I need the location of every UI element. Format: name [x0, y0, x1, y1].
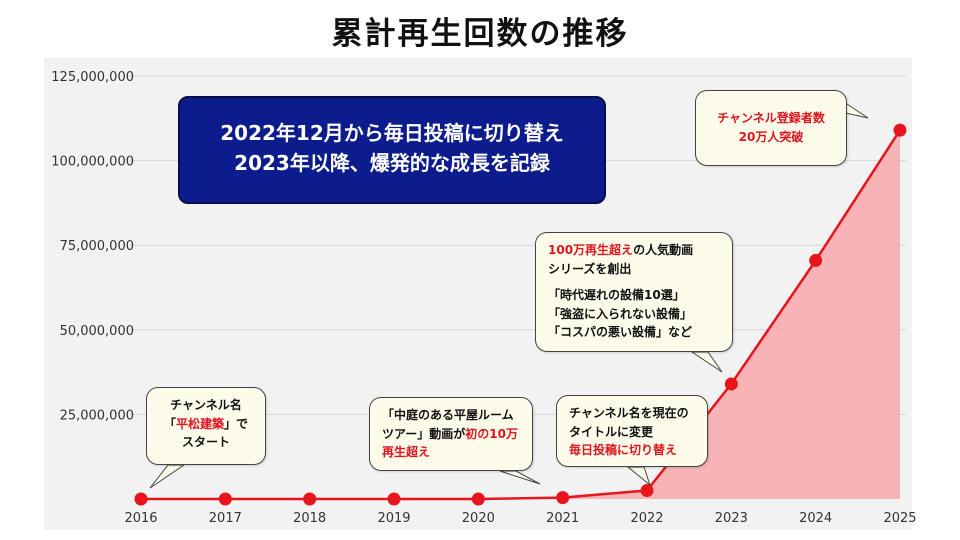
- headline-line-2: 2023年以降、爆発的な成長を記録: [234, 151, 550, 175]
- y-tick-label: 125,000,000: [51, 70, 134, 85]
- x-tick-label: 2021: [546, 511, 579, 526]
- callout-text: シリーズを創出: [548, 261, 632, 276]
- callout-text: 100万再生超えの人気動画: [548, 243, 694, 257]
- callout-text: 20万人突破: [738, 129, 804, 144]
- callout-text: 「平松建築」で: [163, 416, 249, 431]
- x-tick-label: 2023: [715, 511, 748, 526]
- callout-tail: [690, 351, 723, 373]
- point-layer: [134, 123, 907, 506]
- y-tick-label: 100,000,000: [51, 155, 134, 170]
- data-point: [724, 377, 738, 391]
- callout-text: チャンネル名: [170, 398, 242, 412]
- x-tick-label: 2020: [462, 511, 495, 526]
- x-tick-label: 2022: [630, 511, 663, 526]
- callout-room-tour: 「中庭のある平屋ルーム ツアー」動画が初の10万 再生超え: [369, 397, 533, 471]
- area-layer: [141, 130, 900, 499]
- callout-text: 「強盗に入られない設備」: [548, 306, 693, 321]
- data-point: [809, 253, 823, 267]
- callout-text: 「コスパの悪い設備」など: [548, 325, 693, 340]
- series-line: [141, 129, 902, 501]
- area-fill: [141, 130, 900, 499]
- x-tick-label: 2017: [209, 511, 242, 526]
- headline-box: 2022年12月から毎日投稿に切り替え 2023年以降、爆発的な成長を記録: [178, 96, 606, 204]
- callout-text: 「時代遅れの設備10選」: [548, 288, 685, 303]
- data-point: [387, 492, 401, 506]
- x-tick-label: 2018: [293, 511, 326, 526]
- callout-tail: [149, 464, 186, 489]
- line-layer: [141, 129, 902, 501]
- page-title: 累計再生回数の推移: [331, 16, 629, 52]
- callout-text: タイトルに変更: [569, 424, 654, 439]
- callout-text: ツアー」動画が初の10万: [382, 426, 518, 441]
- data-point: [134, 492, 148, 506]
- data-point: [471, 492, 485, 506]
- data-point: [303, 492, 317, 506]
- x-axis-ticks: 2016 2017 2018 2019 2020 2021 2022 2023 2024 2025: [124, 511, 916, 526]
- x-tick-label: 2016: [124, 511, 157, 526]
- callout-tail: [499, 470, 541, 485]
- y-axis-ticks: 25,000,000 50,000,000 75,000,000 100,000,00…: [51, 70, 134, 423]
- data-point: [556, 491, 570, 505]
- callout-text: 「中庭のある平屋ルーム: [382, 408, 514, 422]
- callout-tails: [149, 103, 869, 489]
- y-tick-label: 50,000,000: [60, 324, 134, 339]
- callout-popular-series: 100万再生超えの人気動画 シリーズを創出 「時代遅れの設備10選」 「強盗に入…: [535, 232, 733, 352]
- data-point: [640, 484, 654, 498]
- data-point: [893, 123, 907, 137]
- x-tick-label: 2025: [883, 511, 916, 526]
- callout-rename: チャンネル名を現在の タイトルに変更 毎日投稿に切り替え: [556, 395, 708, 467]
- callout-text: チャンネル登録者数: [717, 111, 825, 125]
- x-tick-label: 2024: [799, 511, 832, 526]
- callout-text: スタート: [181, 435, 230, 450]
- callout-subscribers: チャンネル登録者数 20万人突破: [695, 90, 847, 166]
- y-tick-label: 75,000,000: [60, 239, 134, 254]
- callout-tail: [626, 466, 652, 487]
- callout-text: チャンネル名を現在の: [569, 406, 689, 420]
- x-tick-label: 2019: [377, 511, 410, 526]
- callout-channel-start: チャンネル名 「平松建築」で スタート: [146, 387, 266, 465]
- callout-text: 毎日投稿に切り替え: [569, 443, 678, 458]
- headline-line-1: 2022年12月から毎日投稿に切り替え: [220, 121, 564, 145]
- callout-text: 再生超え: [382, 445, 431, 460]
- data-point: [218, 492, 232, 506]
- y-tick-label: 25,000,000: [60, 408, 134, 423]
